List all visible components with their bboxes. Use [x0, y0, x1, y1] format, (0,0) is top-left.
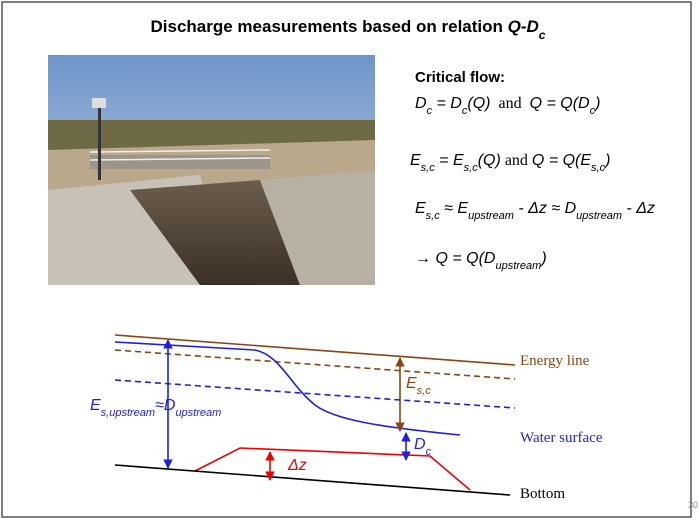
eq-part: E	[406, 375, 417, 392]
slide-title: Discharge measurements based on relation…	[151, 17, 546, 42]
photo	[48, 55, 375, 285]
eq-sub: s,c	[426, 210, 441, 222]
eq-part: ≈D	[155, 397, 176, 414]
equation-3: Es,c ≈ Eupstream - Δz ≈ Dupstream - Δz	[415, 200, 655, 222]
eq-sub: c	[590, 105, 596, 117]
critical-flow-label: Critical flow:	[415, 69, 505, 86]
eq-part: - Δz	[622, 200, 655, 217]
energy-line-label: Energy line	[520, 353, 590, 369]
eq-part: (Q)	[478, 152, 501, 169]
water-surface-label: Water surface	[520, 430, 603, 446]
eq-part: (Q)	[467, 95, 490, 112]
bottom-label: Bottom	[520, 486, 565, 502]
eq-part: ≈ E	[440, 200, 469, 217]
eq-sub: upstream	[175, 407, 221, 419]
eq-and: and	[490, 95, 529, 112]
eq-part: Q = Q(D	[530, 95, 590, 112]
equation-4: → Q = Q(Dupstream)	[415, 250, 547, 272]
title-q: Q-D	[508, 17, 539, 36]
eq-sub: upstream	[495, 260, 541, 272]
eq-sub: c	[427, 105, 433, 117]
eq-and: and	[501, 152, 532, 169]
eq-sub: c	[462, 105, 468, 117]
eq-sub: s,c	[591, 162, 606, 174]
eq-part: D	[415, 95, 427, 112]
eq-part: )	[539, 250, 546, 267]
eq-part: E	[415, 200, 426, 217]
page-number: 30	[688, 500, 698, 510]
title-text: Discharge measurements based on relation	[151, 17, 508, 36]
title-sub: c	[539, 28, 546, 42]
dc-label: Dc	[414, 436, 432, 458]
flow-diagram	[114, 334, 516, 496]
eq-part: Q = Q(E	[532, 152, 591, 169]
eq-part: - Δz ≈ D	[514, 200, 577, 217]
eq-part: → Q = Q(D	[415, 250, 496, 267]
eq-sub: s,c	[464, 162, 479, 174]
equation-2: Es,c = Es,c(Q) and Q = Q(Es,c)	[410, 152, 610, 174]
eq-part: E	[90, 397, 101, 414]
eq-sub: s,upstream	[101, 407, 155, 419]
eq-sub: upstream	[468, 210, 514, 222]
eq-part: )	[603, 152, 610, 169]
eq-sub: upstream	[576, 210, 622, 222]
eq-sub: c	[426, 446, 432, 458]
eq-part: = D	[432, 95, 462, 112]
equation-1: Dc = Dc(Q) and Q = Q(Dc)	[415, 95, 600, 117]
dz-label: Δz	[287, 457, 307, 474]
esc-label: Es,c	[406, 375, 431, 397]
eq-part: E	[410, 152, 421, 169]
upstream-label: Es,upstream≈Dupstream	[90, 397, 221, 419]
eq-part: D	[414, 436, 426, 453]
eq-part: = E	[435, 152, 464, 169]
eq-sub: s,c	[417, 385, 432, 397]
eq-part: )	[593, 95, 600, 112]
eq-sub: s,c	[421, 162, 436, 174]
